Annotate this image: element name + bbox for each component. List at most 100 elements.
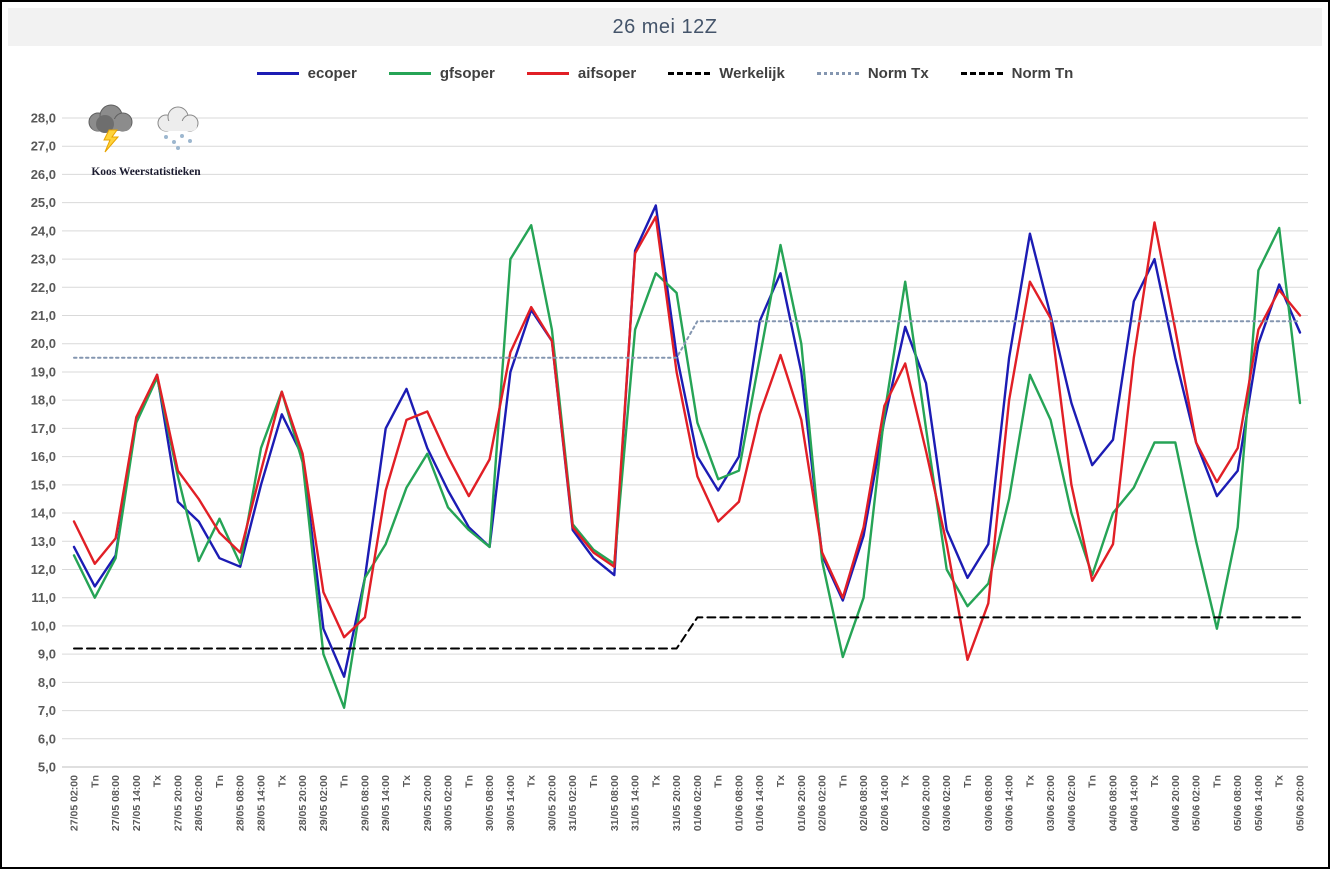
svg-text:Tn: Tn [463,775,475,788]
svg-text:30/05 02:00: 30/05 02:00 [443,775,455,831]
chart-legend: ecoper gfsoper aifsoper Werkelijk Norm Tx Nor… [2,65,1328,82]
svg-text:03/06 08:00: 03/06 08:00 [983,775,995,831]
svg-text:10,0: 10,0 [31,618,56,633]
snow-cloud-icon [157,106,199,150]
logo: Koos Weerstatistieken [76,104,216,178]
svg-text:04/06 08:00: 04/06 08:00 [1107,775,1119,831]
svg-text:21,0: 21,0 [31,308,56,323]
svg-text:Tx: Tx [401,775,413,787]
logo-caption: Koos Weerstatistieken [91,166,201,178]
chart-title: 26 mei 12Z [612,15,718,38]
svg-text:29/05 08:00: 29/05 08:00 [359,775,371,831]
svg-text:27/05 08:00: 27/05 08:00 [110,775,122,831]
legend-swatch-werkelijk [668,72,711,75]
legend-label-aifsoper: aifsoper [577,65,637,82]
svg-text:28/05 20:00: 28/05 20:00 [297,775,309,831]
title-band: 26 mei 12Z [8,8,1322,46]
svg-text:Tn: Tn [1211,775,1223,788]
svg-text:02/06 08:00: 02/06 08:00 [858,775,870,831]
svg-text:9,0: 9,0 [38,647,56,662]
svg-text:6,0: 6,0 [38,731,56,746]
svg-text:Tx: Tx [276,775,288,787]
svg-text:24,0: 24,0 [31,223,56,238]
storm-cloud-icon [88,104,133,153]
svg-text:04/06 02:00: 04/06 02:00 [1066,775,1078,831]
svg-text:05/06 20:00: 05/06 20:00 [1295,775,1307,831]
legend-swatch-norm-tx [816,72,859,75]
svg-text:7,0: 7,0 [38,703,56,718]
svg-text:Tn: Tn [713,775,725,788]
svg-text:27/05 20:00: 27/05 20:00 [172,775,184,831]
svg-text:03/06 20:00: 03/06 20:00 [1045,775,1057,831]
svg-text:29/05 14:00: 29/05 14:00 [380,775,392,831]
svg-text:Tn: Tn [214,775,226,788]
svg-text:27,0: 27,0 [31,139,56,154]
svg-text:31/05 14:00: 31/05 14:00 [630,775,642,831]
svg-text:Tn: Tn [339,775,351,788]
svg-text:Tx: Tx [526,775,538,787]
svg-text:03/06 02:00: 03/06 02:00 [941,775,953,831]
svg-text:30/05 08:00: 30/05 08:00 [484,775,496,831]
svg-text:15,0: 15,0 [31,477,56,492]
svg-text:17,0: 17,0 [31,421,56,436]
series-line-norm-tn [73,616,1301,650]
legend-swatch-aifsoper [526,72,569,75]
legend-label-gfsoper: gfsoper [439,65,495,82]
y-axis-labels: 28,0 27,0 26,0 25,0 24,0 23,0 22,0 21,0 20,0 19,0… [31,111,56,775]
legend-label-werkelijk: Werkelijk [719,65,785,82]
svg-text:28/05 14:00: 28/05 14:00 [256,775,268,831]
svg-text:05/06 02:00: 05/06 02:00 [1191,775,1203,831]
svg-text:Tx: Tx [900,775,912,787]
svg-text:Tx: Tx [775,775,787,787]
gridlines [62,117,1308,768]
svg-text:22,0: 22,0 [31,280,56,295]
svg-text:18,0: 18,0 [31,393,56,408]
legend-item-gfsoper: gfsoper [388,65,495,82]
svg-text:30/05 14:00: 30/05 14:00 [505,775,517,831]
svg-text:01/06 02:00: 01/06 02:00 [692,775,704,831]
legend-item-werkelijk: Werkelijk [668,65,785,82]
svg-text:02/06 14:00: 02/06 14:00 [879,775,891,831]
svg-text:12,0: 12,0 [31,562,56,577]
svg-text:20,0: 20,0 [31,336,56,351]
svg-text:Tn: Tn [962,775,974,788]
series-line-aifsoper [72,215,1302,661]
legend-label-norm-tx: Norm Tx [867,65,929,82]
svg-text:8,0: 8,0 [38,675,56,690]
svg-text:29/05 20:00: 29/05 20:00 [422,775,434,831]
svg-text:Tx: Tx [1024,775,1036,787]
svg-text:Tx: Tx [1149,775,1161,787]
svg-text:03/06 14:00: 03/06 14:00 [1004,775,1016,831]
series-line-norm-tx [73,320,1301,359]
svg-text:11,0: 11,0 [31,590,56,605]
svg-text:25,0: 25,0 [31,195,56,210]
legend-swatch-norm-tn [960,72,1003,75]
svg-text:28,0: 28,0 [31,111,56,126]
svg-text:Tn: Tn [1087,775,1099,788]
svg-text:31/05 02:00: 31/05 02:00 [567,775,579,831]
svg-text:02/06 20:00: 02/06 20:00 [920,775,932,831]
svg-text:04/06 20:00: 04/06 20:00 [1170,775,1182,831]
legend-swatch-gfsoper [388,72,431,75]
legend-label-norm-tn: Norm Tn [1011,65,1074,82]
svg-text:27/05 02:00: 27/05 02:00 [69,775,81,831]
legend-item-norm-tx: Norm Tx [816,65,929,82]
svg-text:26,0: 26,0 [31,167,56,182]
legend-item-ecoper: ecoper [256,65,357,82]
svg-text:19,0: 19,0 [31,364,56,379]
svg-text:14,0: 14,0 [31,506,56,521]
legend-item-aifsoper: aifsoper [526,65,637,82]
svg-text:Tn: Tn [837,775,849,788]
svg-text:01/06 20:00: 01/06 20:00 [796,775,808,831]
svg-text:05/06 08:00: 05/06 08:00 [1232,775,1244,831]
svg-text:Tx: Tx [650,775,662,787]
svg-text:01/06 08:00: 01/06 08:00 [733,775,745,831]
svg-text:29/05 02:00: 29/05 02:00 [318,775,330,831]
svg-text:01/06 14:00: 01/06 14:00 [754,775,766,831]
logo-icons [88,104,199,153]
svg-text:02/06 02:00: 02/06 02:00 [817,775,829,831]
svg-text:04/06 14:00: 04/06 14:00 [1128,775,1140,831]
svg-text:16,0: 16,0 [31,449,56,464]
svg-text:Tx: Tx [152,775,164,787]
